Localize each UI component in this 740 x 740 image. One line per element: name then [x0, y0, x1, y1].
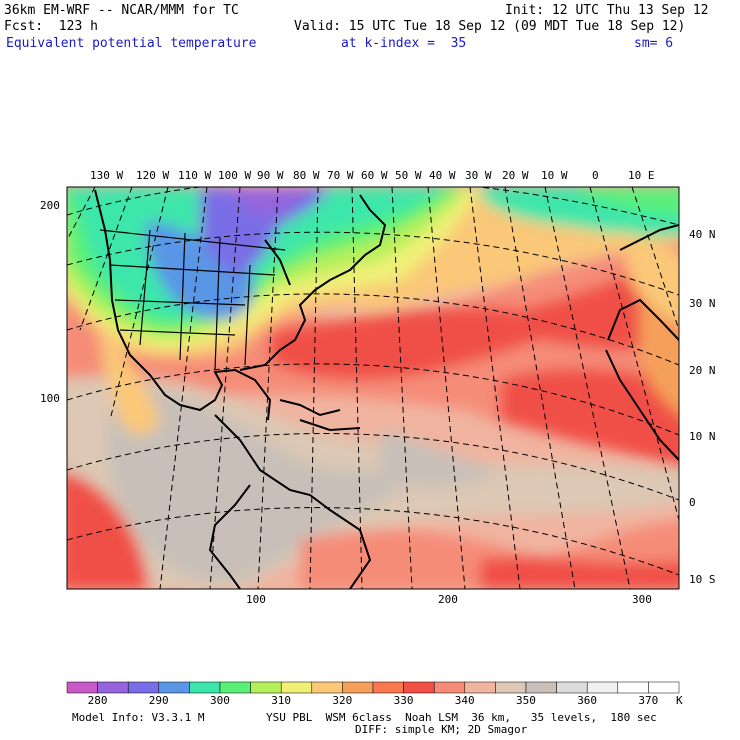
lon-label: 10 W [541, 169, 568, 182]
smoothing: sm= 6 [634, 36, 674, 51]
colorbar-swatch [97, 681, 129, 694]
lat-label: 10 S [689, 573, 716, 586]
physics-info: YSU PBL WSM 6class Noah LSM 36 km, 35 le… [266, 711, 657, 724]
lat-label: 40 N [689, 228, 716, 241]
lon-label: 80 W [293, 169, 320, 182]
level-index: at k-index = 35 [341, 36, 467, 51]
lon-label: 120 W [136, 169, 170, 182]
colorbar-swatch [189, 681, 221, 694]
colorbar-swatch [648, 681, 680, 694]
grid-y-label: 100 [40, 392, 60, 405]
colorbar-swatch [280, 681, 313, 694]
grid-x-label: 100 [246, 593, 266, 606]
political-borders [99, 229, 286, 371]
colorbar-label: 300 [210, 694, 230, 707]
lon-label: 10 E [628, 169, 655, 182]
colorbar-label: 340 [454, 694, 475, 707]
grid-y-label: 200 [40, 199, 60, 212]
colorbar-swatch [586, 681, 619, 694]
colorbar-swatch [464, 681, 496, 694]
lon-label: 90 W [257, 169, 284, 182]
forecast-hour: Fcst: 123 h [4, 19, 98, 34]
colorbar-swatch [342, 681, 374, 694]
graticule [67, 187, 679, 589]
lat-label: 0 [689, 496, 696, 509]
colorbar-swatch [250, 681, 282, 694]
lon-label: 50 W [395, 169, 422, 182]
colorbar-label: 330 [393, 694, 414, 707]
colorbar-swatch [127, 681, 160, 694]
colorbar-swatch [158, 681, 190, 694]
grid-x-label: 300 [632, 593, 652, 606]
model-title: 36km EM-WRF -- NCAR/MMM for TC [4, 3, 239, 18]
colorbar-swatch [219, 681, 251, 694]
grid-x-label: 200 [438, 593, 458, 606]
lon-label: 40 W [429, 169, 456, 182]
colorbar-unit: K [676, 694, 683, 707]
lon-label: 20 W [502, 169, 529, 182]
colorbar-label: 320 [332, 694, 353, 707]
colorbar-label: 350 [516, 694, 536, 707]
coastlines [94, 189, 679, 589]
field-name: Equivalent potential temperature [6, 36, 257, 51]
colorbar-swatch [372, 681, 404, 694]
colorbar-label: 290 [148, 694, 169, 707]
valid-time: Valid: 15 UTC Tue 18 Sep 12 (09 MDT Tue … [294, 19, 686, 34]
colorbar-swatch [311, 681, 343, 694]
colorbar-label: 280 [87, 694, 108, 707]
lon-label: 130 W [90, 169, 124, 182]
lon-label: 110 W [178, 169, 212, 182]
lat-label: 20 N [689, 364, 716, 377]
lon-label: 100 W [218, 169, 252, 182]
colorbar-swatch [495, 681, 527, 694]
colorbar-swatch [433, 681, 466, 694]
init-time: Init: 12 UTC Thu 13 Sep 12 [505, 3, 709, 18]
lon-label: 70 W [327, 169, 354, 182]
lon-label: 30 W [465, 169, 492, 182]
colorbar-label: 360 [577, 694, 598, 707]
colorbar-swatch [403, 681, 435, 694]
lat-label: 10 N [689, 430, 716, 443]
colorbar-swatch [617, 681, 649, 694]
map-frame [66, 186, 680, 590]
lat-label: 30 N [689, 297, 716, 310]
lon-label: 0 [592, 169, 599, 182]
colorbar-label: 370 [638, 694, 659, 707]
colorbar-label: 310 [271, 694, 292, 707]
model-info: Model Info: V3.3.1 M [72, 711, 205, 724]
colorbar-swatch [525, 681, 557, 694]
lon-label: 60 W [361, 169, 388, 182]
colorbar-swatch [66, 681, 98, 694]
diffusion-info: DIFF: simple KM; 2D Smagor [355, 723, 528, 736]
colorbar-swatch [556, 681, 588, 694]
